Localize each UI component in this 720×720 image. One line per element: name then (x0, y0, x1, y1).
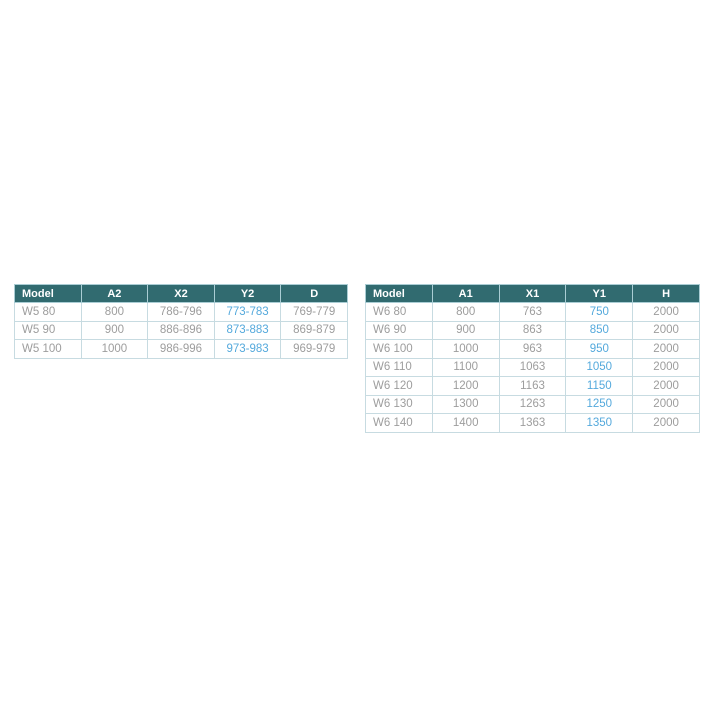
table-row: W6 80 800 763 750 2000 (365, 302, 700, 322)
column-header: H (632, 284, 700, 303)
value-cell: 1250 (565, 394, 634, 414)
value-cell: 1100 (431, 357, 500, 377)
w5-spec-table: Model A2 X2 Y2 D W5 80 800 786-796 773-783 769-77… (14, 284, 348, 359)
table-row: W6 140 1400 1363 1350 2000 (365, 413, 700, 433)
table-row: W5 80 800 786-796 773-783 769-779 (14, 302, 348, 322)
value-cell: 2000 (632, 376, 700, 396)
value-cell: 950 (565, 339, 634, 359)
value-cell: 763 (498, 302, 567, 322)
table-row: W5 90 900 886-896 873-883 869-879 (14, 320, 348, 340)
value-cell: 986-996 (147, 339, 215, 359)
value-cell: 900 (431, 320, 500, 340)
value-cell: 963 (498, 339, 567, 359)
value-cell: 1363 (498, 413, 567, 433)
model-cell: W6 140 (365, 413, 433, 433)
value-cell: 1300 (431, 394, 500, 414)
model-cell: W5 90 (14, 320, 82, 340)
column-header: X2 (147, 284, 215, 303)
column-header: A2 (80, 284, 149, 303)
value-cell: 869-879 (280, 320, 348, 340)
value-cell: 1063 (498, 357, 567, 377)
column-header: Y2 (213, 284, 282, 303)
column-header: Model (365, 284, 433, 303)
table-row: W6 110 1100 1063 1050 2000 (365, 357, 700, 377)
value-cell: 969-979 (280, 339, 348, 359)
column-header: Model (14, 284, 82, 303)
value-cell: 2000 (632, 339, 700, 359)
column-header: Y1 (565, 284, 634, 303)
model-cell: W5 100 (14, 339, 82, 359)
value-cell: 873-883 (213, 320, 282, 340)
table-row: W6 90 900 863 850 2000 (365, 320, 700, 340)
model-cell: W5 80 (14, 302, 82, 322)
column-header: X1 (498, 284, 567, 303)
value-cell: 973-983 (213, 339, 282, 359)
value-cell: 1050 (565, 357, 634, 377)
value-cell: 2000 (632, 394, 700, 414)
table-row: W6 120 1200 1163 1150 2000 (365, 376, 700, 396)
value-cell: 886-896 (147, 320, 215, 340)
value-cell: 1000 (80, 339, 149, 359)
value-cell: 863 (498, 320, 567, 340)
header-row: Model A2 X2 Y2 D (14, 284, 348, 303)
value-cell: 900 (80, 320, 149, 340)
model-cell: W6 100 (365, 339, 433, 359)
value-cell: 2000 (632, 320, 700, 340)
value-cell: 800 (80, 302, 149, 322)
value-cell: 2000 (632, 357, 700, 377)
model-cell: W6 130 (365, 394, 433, 414)
value-cell: 2000 (632, 413, 700, 433)
table-row: W6 130 1300 1263 1250 2000 (365, 394, 700, 414)
value-cell: 750 (565, 302, 634, 322)
value-cell: 2000 (632, 302, 700, 322)
value-cell: 773-783 (213, 302, 282, 322)
value-cell: 1200 (431, 376, 500, 396)
value-cell: 1163 (498, 376, 567, 396)
table-row: W5 100 1000 986-996 973-983 969-979 (14, 339, 348, 359)
value-cell: 800 (431, 302, 500, 322)
header-row: Model A1 X1 Y1 H (365, 284, 700, 303)
column-header: A1 (431, 284, 500, 303)
w6-spec-table: Model A1 X1 Y1 H W6 80 800 763 750 2000 W6 90 900 86… (365, 284, 700, 433)
value-cell: 1000 (431, 339, 500, 359)
value-cell: 1400 (431, 413, 500, 433)
table-row: W6 100 1000 963 950 2000 (365, 339, 700, 359)
value-cell: 850 (565, 320, 634, 340)
value-cell: 769-779 (280, 302, 348, 322)
model-cell: W6 120 (365, 376, 433, 396)
value-cell: 1350 (565, 413, 634, 433)
model-cell: W6 80 (365, 302, 433, 322)
value-cell: 1150 (565, 376, 634, 396)
model-cell: W6 110 (365, 357, 433, 377)
column-header: D (280, 284, 348, 303)
model-cell: W6 90 (365, 320, 433, 340)
value-cell: 786-796 (147, 302, 215, 322)
value-cell: 1263 (498, 394, 567, 414)
